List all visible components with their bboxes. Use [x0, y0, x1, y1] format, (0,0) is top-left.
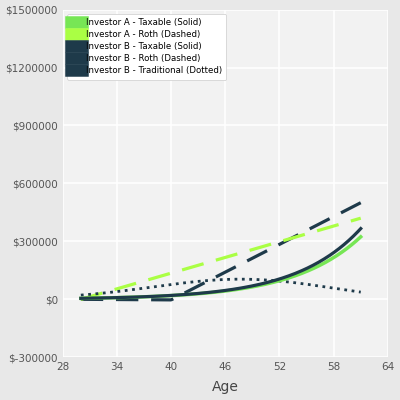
- X-axis label: Age: Age: [212, 380, 239, 394]
- Legend: Investor A - Taxable (Solid), Investor A - Roth (Dashed), Investor B - Taxable (: Investor A - Taxable (Solid), Investor A…: [67, 14, 226, 80]
